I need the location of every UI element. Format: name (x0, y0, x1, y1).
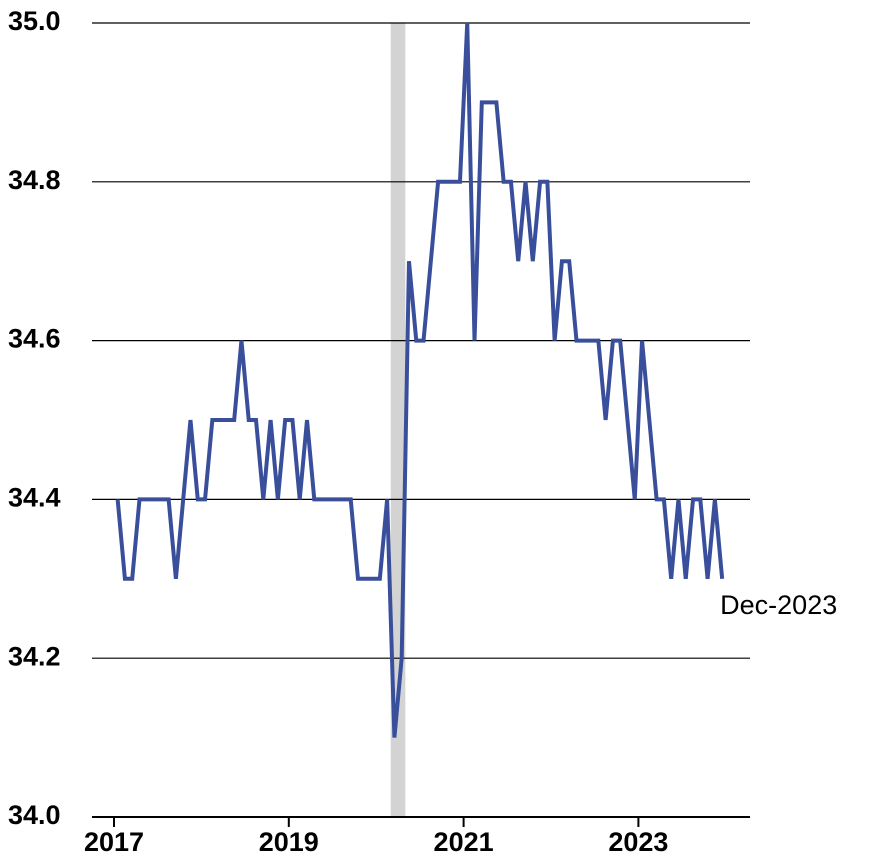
x-tick-label: 2023 (608, 827, 668, 857)
x-tick-label: 2019 (259, 827, 319, 857)
y-tick-label: 34.6 (8, 324, 61, 354)
y-tick-label: 34.0 (8, 800, 61, 830)
y-tick-label: 34.4 (8, 483, 61, 513)
line-series (115, 22, 725, 738)
x-tick-label: 2021 (434, 827, 494, 857)
y-tick-label: 34.8 (8, 165, 61, 195)
end-label: Dec-2023 (720, 590, 837, 620)
y-tick-label: 34.2 (8, 641, 61, 671)
x-tick-label: 2017 (84, 827, 144, 857)
y-tick-label: 35.0 (8, 6, 61, 36)
